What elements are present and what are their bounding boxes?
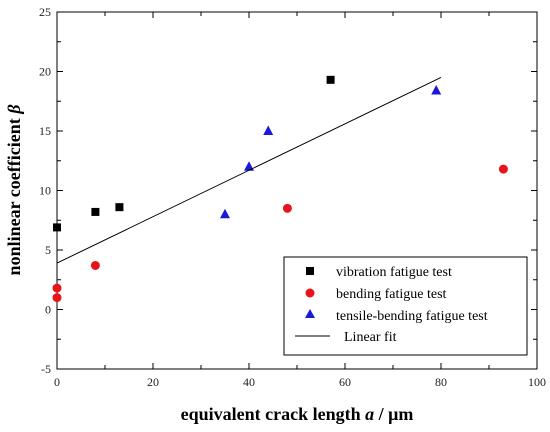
y-axis-title: nonlinear coefficient β xyxy=(4,104,24,276)
x-tick-label: 0 xyxy=(54,375,60,389)
legend-marker-vibration xyxy=(306,267,314,275)
x-tick-label: 40 xyxy=(243,375,255,389)
y-tick-label: 25 xyxy=(39,5,51,19)
legend-marker-tensile xyxy=(305,309,315,318)
x-axis-title: equivalent crack length a / μm xyxy=(181,404,414,424)
legend-label-linear-fit: Linear fit xyxy=(344,330,397,345)
data-point-tensile-bending xyxy=(244,161,254,171)
data-point-vibration xyxy=(53,223,61,232)
x-tick-label: 20 xyxy=(147,375,159,389)
data-point-bending xyxy=(90,260,100,270)
x-tick-label: 60 xyxy=(339,375,351,389)
y-tick-label: 5 xyxy=(45,243,51,257)
data-point-tensile-bending xyxy=(431,85,442,95)
data-point-bending xyxy=(498,164,508,174)
data-marks xyxy=(52,75,508,303)
legend-label-bending: bending fatigue test xyxy=(336,287,447,302)
linear-fit-line xyxy=(56,76,442,264)
legend: vibration fatigue test bending fatigue t… xyxy=(283,256,528,356)
y-tick-label: 15 xyxy=(39,124,51,138)
data-point-bending xyxy=(52,283,62,293)
legend-label-tensile: tensile-bending fatigue test xyxy=(336,309,488,324)
y-tick-label: -5 xyxy=(41,362,51,376)
data-point-tensile-bending xyxy=(220,208,230,219)
x-tick-label: 100 xyxy=(528,375,546,389)
data-point-vibration xyxy=(115,203,124,212)
data-point-tensile-bending xyxy=(263,125,274,135)
data-point-bending xyxy=(282,203,292,213)
data-point-bending xyxy=(52,293,62,303)
legend-marker-bending xyxy=(305,288,315,298)
legend-box xyxy=(283,256,528,356)
legend-label-vibration: vibration fatigue test xyxy=(336,265,452,280)
y-tick-label: 20 xyxy=(39,65,51,79)
y-tick-label: 0 xyxy=(45,303,51,317)
data-point-vibration xyxy=(326,75,335,84)
y-tick-label: 10 xyxy=(39,184,51,198)
x-tick-label: 80 xyxy=(435,375,447,389)
data-point-vibration xyxy=(91,207,100,216)
